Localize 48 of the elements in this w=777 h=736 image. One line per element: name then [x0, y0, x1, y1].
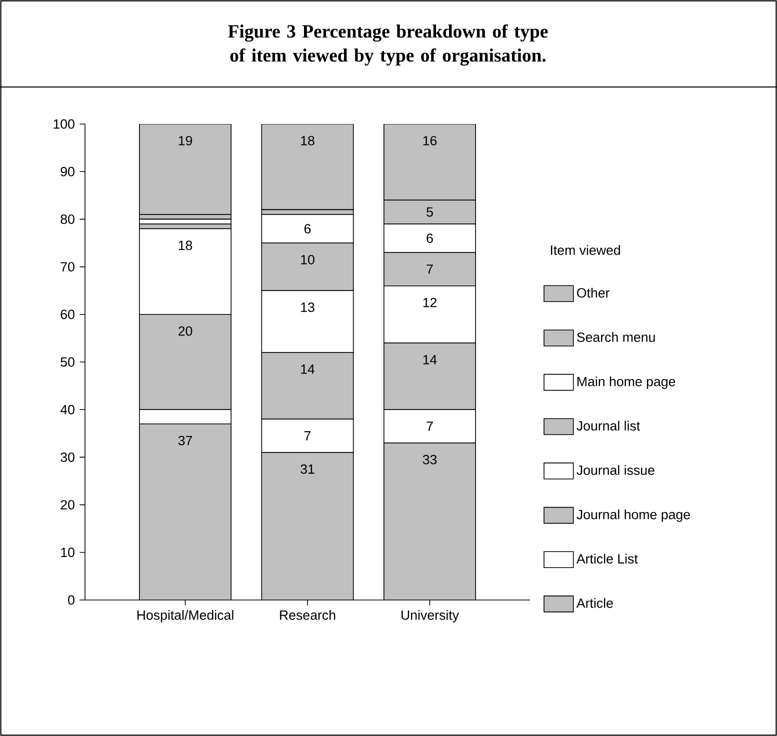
data-label: 6 [304, 224, 311, 234]
y-tick-label: 100 [54, 119, 74, 129]
y-tick-label: 50 [60, 357, 74, 367]
data-label: 10 [301, 254, 314, 264]
legend-label: Main home page [578, 376, 676, 389]
data-label: 37 [178, 436, 192, 446]
legend-label: Other [577, 288, 610, 298]
bar [384, 442, 476, 600]
data-label: 7 [426, 422, 433, 431]
y-tick-label: 10 [61, 548, 74, 558]
legend-title: Item viewed [550, 245, 620, 255]
legend-label: Article [576, 598, 613, 608]
bar [139, 124, 232, 215]
data-label: 18 [178, 240, 192, 250]
legend-label: Search menu [577, 332, 655, 342]
data-label: 20 [178, 326, 192, 336]
y-tick-label: 20 [60, 500, 74, 510]
chart-title: Figure 3 Percentage breakdown of type of item viewed by type of organisation. [228, 24, 548, 66]
y-tick-label: 70 [60, 262, 74, 272]
data-label: 7 [426, 264, 433, 274]
bar [262, 452, 354, 600]
data-label: 14 [423, 355, 437, 364]
legend-label: Journal home page [576, 509, 690, 522]
bar [261, 124, 354, 210]
data-label: 19 [178, 136, 192, 146]
data-label: 7 [304, 431, 311, 440]
bar [139, 424, 232, 600]
data-label: 33 [422, 454, 437, 464]
x-tick-label: University [402, 610, 459, 622]
data-label: 16 [423, 136, 437, 146]
data-label: 6 [426, 234, 433, 243]
data-label: 18 [301, 136, 314, 146]
y-tick-label: 0 [68, 595, 74, 605]
legend-label: Article List [576, 554, 638, 564]
data-label: 31 [300, 464, 314, 474]
x-tick-label: Hospital/Medical [137, 610, 234, 622]
y-tick-label: 60 [60, 310, 74, 320]
data-label: 14 [301, 364, 315, 374]
data-label: 5 [426, 207, 433, 217]
y-tick-label: 30 [60, 452, 74, 462]
x-tick-label: Research [280, 610, 336, 620]
legend-label: Journal issue [576, 465, 654, 475]
y-tick-label: 80 [60, 214, 74, 224]
y-tick-label: 40 [60, 404, 74, 414]
y-tick-label: 90 [60, 166, 74, 176]
data-label: 12 [423, 298, 437, 308]
data-label: 13 [301, 302, 314, 312]
legend-label: Journal list [576, 420, 640, 431]
